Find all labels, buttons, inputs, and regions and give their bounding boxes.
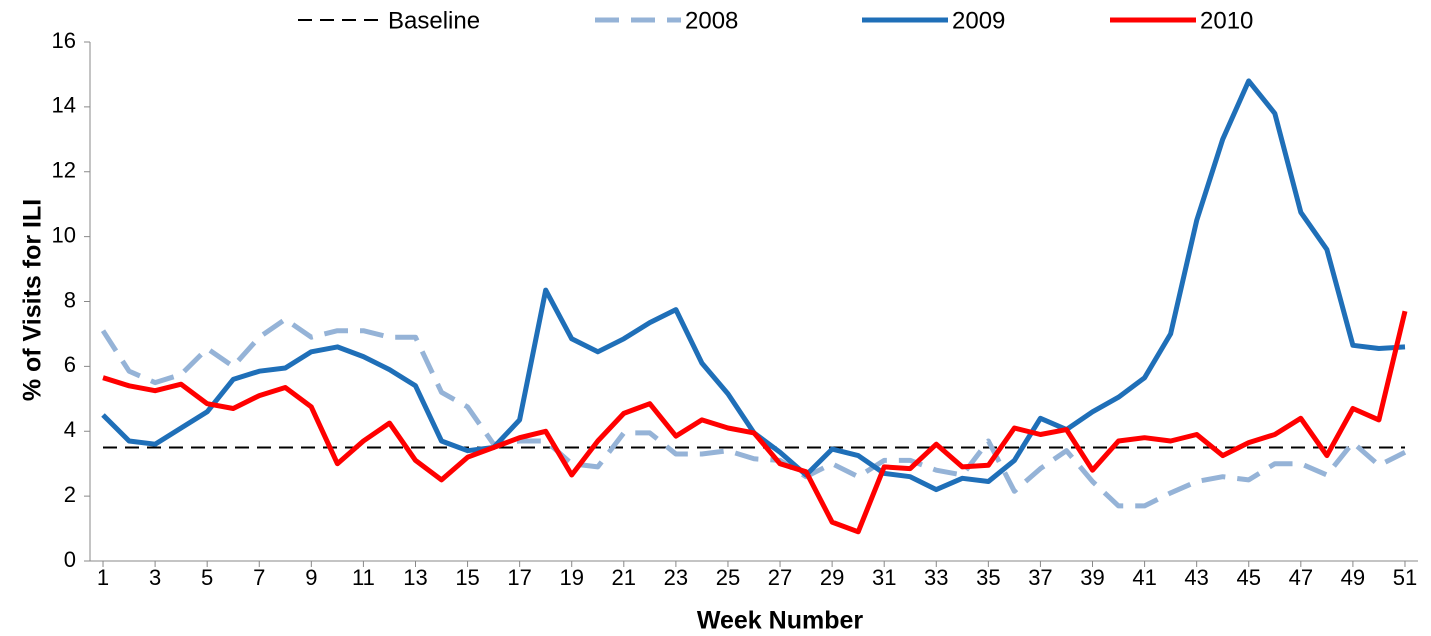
x-tick-label: 35	[976, 565, 1000, 590]
legend-label: 2010	[1200, 7, 1253, 34]
x-tick-label: 21	[612, 565, 636, 590]
x-axis-label: Week Number	[697, 607, 864, 635]
x-tick-label: 23	[664, 565, 688, 590]
x-tick-label: 45	[1237, 565, 1261, 590]
y-tick-label: 4	[64, 417, 76, 442]
legend-label: Baseline	[388, 7, 480, 34]
y-tick-label: 16	[52, 28, 76, 53]
legend-label: 2009	[952, 7, 1005, 34]
x-tick-label: 13	[403, 565, 427, 590]
x-tick-label: 31	[872, 565, 896, 590]
y-tick-label: 6	[64, 352, 76, 377]
y-tick-label: 14	[52, 93, 76, 118]
y-axis-label: % of Visits for ILI	[19, 199, 47, 401]
x-tick-label: 51	[1393, 565, 1417, 590]
y-tick-label: 8	[64, 287, 76, 312]
x-tick-label: 39	[1080, 565, 1104, 590]
x-tick-label: 47	[1289, 565, 1313, 590]
x-tick-label: 7	[253, 565, 265, 590]
x-tick-label: 33	[924, 565, 948, 590]
x-tick-label: 41	[1132, 565, 1156, 590]
y-tick-label: 0	[64, 547, 76, 572]
y-tick-label: 10	[52, 222, 76, 247]
x-tick-label: 5	[201, 565, 213, 590]
y-tick-label: 12	[52, 158, 76, 183]
x-tick-label: 29	[820, 565, 844, 590]
x-tick-label: 37	[1028, 565, 1052, 590]
x-tick-label: 49	[1341, 565, 1365, 590]
x-tick-label: 9	[305, 565, 317, 590]
series-line	[100, 316, 1407, 509]
x-tick-label: 1	[97, 565, 109, 590]
series-line	[101, 78, 1406, 493]
legend-label: 2008	[685, 7, 738, 34]
x-tick-label: 43	[1184, 565, 1208, 590]
x-tick-label: 15	[455, 565, 479, 590]
x-tick-label: 27	[768, 565, 792, 590]
y-tick-label: 2	[64, 482, 76, 507]
x-tick-label: 17	[507, 565, 531, 590]
series-line	[102, 310, 1408, 535]
x-tick-label: 25	[716, 565, 740, 590]
x-tick-label: 19	[559, 565, 583, 590]
x-tick-label: 11	[352, 565, 375, 590]
x-tick-label: 3	[149, 565, 161, 590]
